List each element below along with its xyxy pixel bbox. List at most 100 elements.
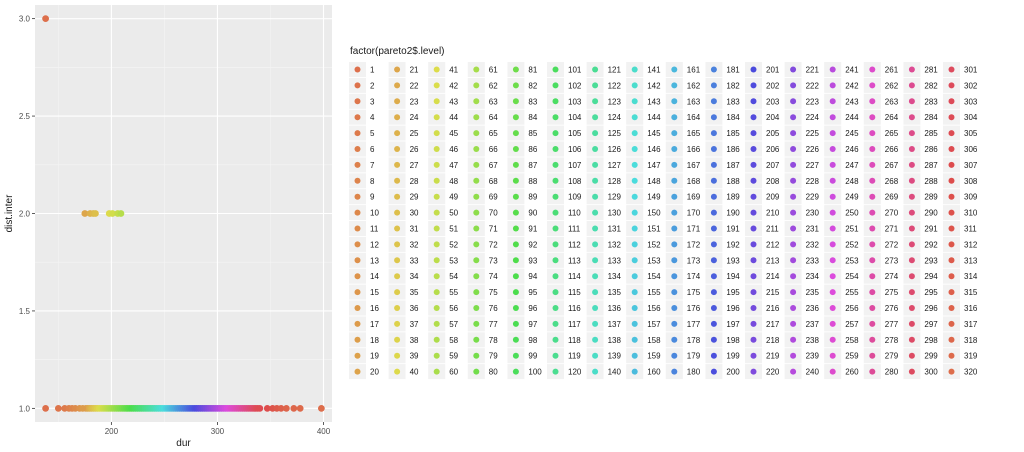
legend-label: 287 bbox=[924, 161, 938, 170]
legend-item: 14 bbox=[349, 268, 379, 284]
legend-item: 28 bbox=[388, 173, 419, 189]
legend-marker bbox=[671, 336, 678, 343]
legend-marker bbox=[592, 193, 599, 200]
legend-marker bbox=[394, 146, 401, 152]
legend-marker bbox=[750, 193, 757, 200]
legend-label: 280 bbox=[885, 368, 899, 377]
legend-marker bbox=[671, 98, 678, 105]
legend-item: 217 bbox=[745, 316, 780, 332]
legend-item: 203 bbox=[745, 93, 780, 109]
legend-label: 78 bbox=[489, 336, 498, 345]
legend-label: 151 bbox=[647, 225, 661, 234]
legend-marker bbox=[829, 225, 836, 232]
legend-marker bbox=[750, 66, 757, 73]
legend-item: 246 bbox=[824, 141, 859, 157]
legend-item: 139 bbox=[586, 348, 621, 364]
legend-label: 54 bbox=[449, 272, 458, 281]
legend-label: 207 bbox=[766, 161, 780, 170]
legend-label: 77 bbox=[489, 320, 498, 329]
legend-item: 180 bbox=[665, 364, 701, 380]
legend-item: 63 bbox=[467, 93, 498, 109]
legend-marker bbox=[552, 305, 559, 311]
legend-item: 319 bbox=[943, 348, 978, 364]
legend-label: 125 bbox=[608, 129, 622, 138]
legend-label: 36 bbox=[410, 304, 419, 313]
legend-label: 138 bbox=[608, 336, 622, 345]
legend-marker bbox=[908, 130, 915, 137]
legend-label: 104 bbox=[568, 113, 582, 122]
legend-item: 313 bbox=[943, 252, 978, 268]
legend-label: 271 bbox=[885, 225, 899, 234]
legend-marker bbox=[394, 320, 401, 327]
legend-item: 21 bbox=[388, 62, 419, 77]
legend-marker bbox=[354, 225, 361, 232]
legend-marker bbox=[473, 130, 480, 137]
legend-item: 34 bbox=[388, 268, 419, 284]
legend-marker bbox=[671, 320, 678, 327]
legend-label: 191 bbox=[726, 225, 740, 234]
legend-marker bbox=[354, 66, 361, 73]
legend-item: 86 bbox=[507, 141, 538, 157]
legend-label: 34 bbox=[410, 272, 419, 281]
legend-label: 282 bbox=[924, 81, 938, 90]
legend-label: 190 bbox=[726, 209, 740, 218]
legend-marker bbox=[394, 352, 401, 359]
legend-marker bbox=[552, 241, 559, 248]
legend-item: 128 bbox=[586, 173, 621, 189]
legend-item: 62 bbox=[467, 77, 498, 93]
legend-item: 48 bbox=[428, 173, 459, 189]
legend-item: 195 bbox=[705, 284, 740, 300]
legend-label: 219 bbox=[766, 352, 780, 361]
legend-item: 71 bbox=[467, 221, 498, 236]
legend-item: 185 bbox=[705, 125, 740, 141]
legend-label: 247 bbox=[845, 161, 859, 170]
legend-marker bbox=[908, 352, 915, 359]
legend-item: 257 bbox=[824, 316, 859, 332]
legend-label: 319 bbox=[964, 352, 978, 361]
legend-item: 221 bbox=[784, 62, 819, 77]
legend-marker bbox=[512, 273, 519, 280]
legend-label: 8 bbox=[370, 177, 375, 186]
legend-item: 52 bbox=[428, 236, 459, 252]
legend-marker bbox=[829, 352, 836, 359]
legend-label: 84 bbox=[528, 113, 537, 122]
legend-item: 43 bbox=[428, 93, 459, 109]
legend-label: 181 bbox=[726, 66, 740, 75]
legend-item: 184 bbox=[705, 109, 740, 125]
legend-item: 247 bbox=[824, 157, 859, 173]
legend-marker bbox=[473, 161, 480, 168]
legend-item: 270 bbox=[863, 205, 899, 221]
legend-marker bbox=[710, 320, 717, 327]
legend-item: 255 bbox=[824, 284, 859, 300]
legend-item: 276 bbox=[863, 300, 899, 316]
legend-label: 115 bbox=[568, 288, 581, 297]
legend-marker bbox=[473, 273, 480, 280]
legend-item: 314 bbox=[943, 268, 978, 284]
legend-item: 152 bbox=[626, 236, 661, 252]
legend-marker bbox=[829, 98, 836, 105]
legend-marker bbox=[394, 193, 401, 200]
legend-label: 224 bbox=[806, 113, 820, 122]
legend-label: 63 bbox=[489, 97, 498, 106]
legend-item: 298 bbox=[903, 332, 938, 348]
legend-marker bbox=[908, 273, 915, 280]
legend-label: 38 bbox=[410, 336, 419, 345]
legend-label: 165 bbox=[687, 129, 701, 138]
legend-item: 35 bbox=[388, 284, 419, 300]
legend-marker bbox=[354, 193, 361, 200]
legend-marker bbox=[710, 193, 717, 200]
legend-item: 296 bbox=[903, 300, 938, 316]
legend-marker bbox=[394, 161, 401, 168]
legend-label: 310 bbox=[964, 209, 978, 218]
legend-item: 16 bbox=[349, 300, 379, 316]
legend-marker bbox=[710, 225, 717, 232]
legend-marker bbox=[750, 352, 757, 359]
legend-item: 93 bbox=[507, 252, 538, 268]
legend-item: 287 bbox=[903, 157, 938, 173]
legend-item: 232 bbox=[784, 236, 819, 252]
legend-item: 188 bbox=[705, 173, 740, 189]
legend-marker bbox=[592, 305, 599, 311]
legend-label: 147 bbox=[647, 161, 661, 170]
legend-label: 61 bbox=[489, 66, 498, 75]
legend-label: 294 bbox=[924, 272, 938, 281]
